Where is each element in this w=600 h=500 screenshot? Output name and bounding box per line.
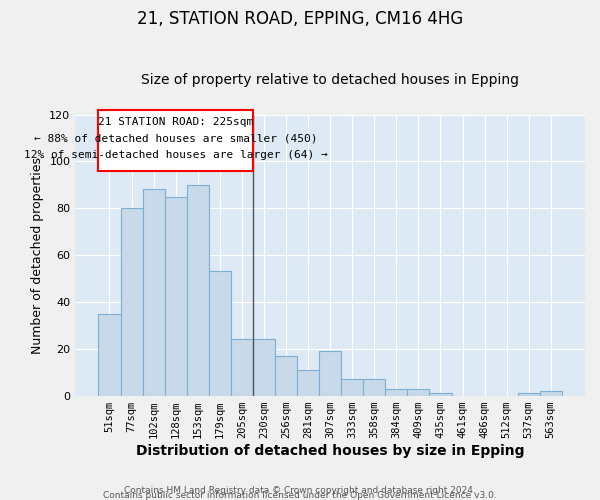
X-axis label: Distribution of detached houses by size in Epping: Distribution of detached houses by size … xyxy=(136,444,524,458)
Bar xyxy=(430,393,452,396)
Bar xyxy=(164,196,187,396)
Text: 21, STATION ROAD, EPPING, CM16 4HG: 21, STATION ROAD, EPPING, CM16 4HG xyxy=(137,10,463,28)
Bar xyxy=(540,391,562,396)
Y-axis label: Number of detached properties: Number of detached properties xyxy=(31,156,44,354)
Bar xyxy=(231,340,253,396)
Bar xyxy=(121,208,143,396)
Bar xyxy=(275,356,297,396)
Bar xyxy=(363,379,385,396)
Bar xyxy=(407,388,430,396)
Text: 12% of semi-detached houses are larger (64) →: 12% of semi-detached houses are larger (… xyxy=(24,150,328,160)
Bar xyxy=(253,340,275,396)
Bar xyxy=(187,185,209,396)
Bar xyxy=(385,388,407,396)
Bar xyxy=(341,379,363,396)
Text: 21 STATION ROAD: 225sqm: 21 STATION ROAD: 225sqm xyxy=(98,117,253,127)
Bar xyxy=(319,351,341,396)
Title: Size of property relative to detached houses in Epping: Size of property relative to detached ho… xyxy=(141,73,519,87)
Text: ← 88% of detached houses are smaller (450): ← 88% of detached houses are smaller (45… xyxy=(34,134,317,143)
FancyBboxPatch shape xyxy=(98,110,253,171)
Bar xyxy=(143,190,164,396)
Text: Contains public sector information licensed under the Open Government Licence v3: Contains public sector information licen… xyxy=(103,491,497,500)
Bar xyxy=(297,370,319,396)
Bar xyxy=(518,393,540,396)
Text: Contains HM Land Registry data © Crown copyright and database right 2024.: Contains HM Land Registry data © Crown c… xyxy=(124,486,476,495)
Bar xyxy=(98,314,121,396)
Bar xyxy=(209,272,231,396)
